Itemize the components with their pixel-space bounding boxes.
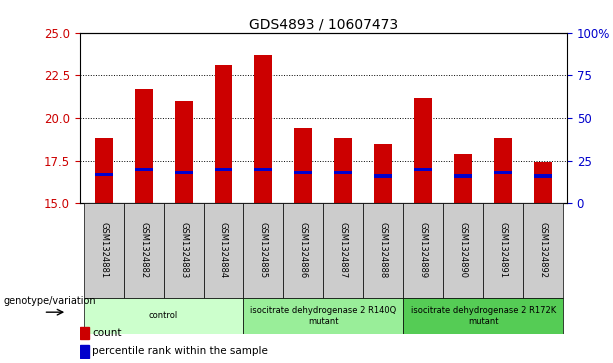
Text: GSM1324890: GSM1324890: [459, 223, 468, 278]
Text: GSM1324886: GSM1324886: [299, 223, 308, 278]
Bar: [135, 168, 153, 171]
Bar: [364, 203, 403, 298]
Bar: [283, 203, 324, 298]
Text: genotype/variation: genotype/variation: [3, 296, 96, 306]
Bar: [84, 298, 243, 334]
Text: percentile rank within the sample: percentile rank within the sample: [92, 346, 268, 356]
Bar: [294, 171, 313, 174]
Text: GSM1324881: GSM1324881: [99, 223, 108, 278]
Bar: [94, 173, 113, 176]
Text: GSM1324884: GSM1324884: [219, 223, 228, 278]
Bar: [215, 65, 232, 203]
Bar: [84, 203, 124, 298]
Text: control: control: [149, 311, 178, 320]
Bar: [334, 138, 352, 203]
Title: GDS4893 / 10607473: GDS4893 / 10607473: [249, 17, 398, 32]
Bar: [124, 203, 164, 298]
Bar: [375, 143, 392, 203]
Bar: [175, 171, 192, 174]
Bar: [164, 203, 204, 298]
Bar: [80, 327, 89, 339]
Bar: [375, 175, 392, 178]
Text: GSM1324882: GSM1324882: [139, 223, 148, 278]
Text: isocitrate dehydrogenase 2 R172K
mutant: isocitrate dehydrogenase 2 R172K mutant: [411, 306, 556, 326]
Bar: [494, 138, 512, 203]
Bar: [254, 55, 272, 203]
Text: GSM1324891: GSM1324891: [498, 223, 508, 278]
Bar: [443, 203, 483, 298]
Text: GSM1324888: GSM1324888: [379, 223, 388, 278]
Bar: [414, 98, 432, 203]
Text: isocitrate dehydrogenase 2 R140Q
mutant: isocitrate dehydrogenase 2 R140Q mutant: [250, 306, 397, 326]
Bar: [215, 168, 232, 171]
Text: count: count: [92, 328, 121, 338]
Bar: [534, 162, 552, 203]
Text: GSM1324892: GSM1324892: [539, 223, 547, 278]
Bar: [403, 298, 563, 334]
Bar: [294, 128, 313, 203]
Bar: [254, 168, 272, 171]
Bar: [454, 175, 472, 178]
Bar: [324, 203, 364, 298]
Bar: [534, 175, 552, 178]
Bar: [80, 345, 89, 358]
Bar: [243, 203, 283, 298]
Bar: [94, 138, 113, 203]
Text: GSM1324883: GSM1324883: [179, 223, 188, 278]
Bar: [135, 89, 153, 203]
Bar: [175, 101, 192, 203]
Bar: [204, 203, 243, 298]
Bar: [523, 203, 563, 298]
Text: GSM1324887: GSM1324887: [339, 223, 348, 278]
Bar: [403, 203, 443, 298]
Bar: [414, 168, 432, 171]
Text: GSM1324885: GSM1324885: [259, 223, 268, 278]
Bar: [454, 154, 472, 203]
Text: GSM1324889: GSM1324889: [419, 223, 428, 278]
Bar: [243, 298, 403, 334]
Bar: [494, 171, 512, 174]
Bar: [334, 171, 352, 174]
Bar: [483, 203, 523, 298]
